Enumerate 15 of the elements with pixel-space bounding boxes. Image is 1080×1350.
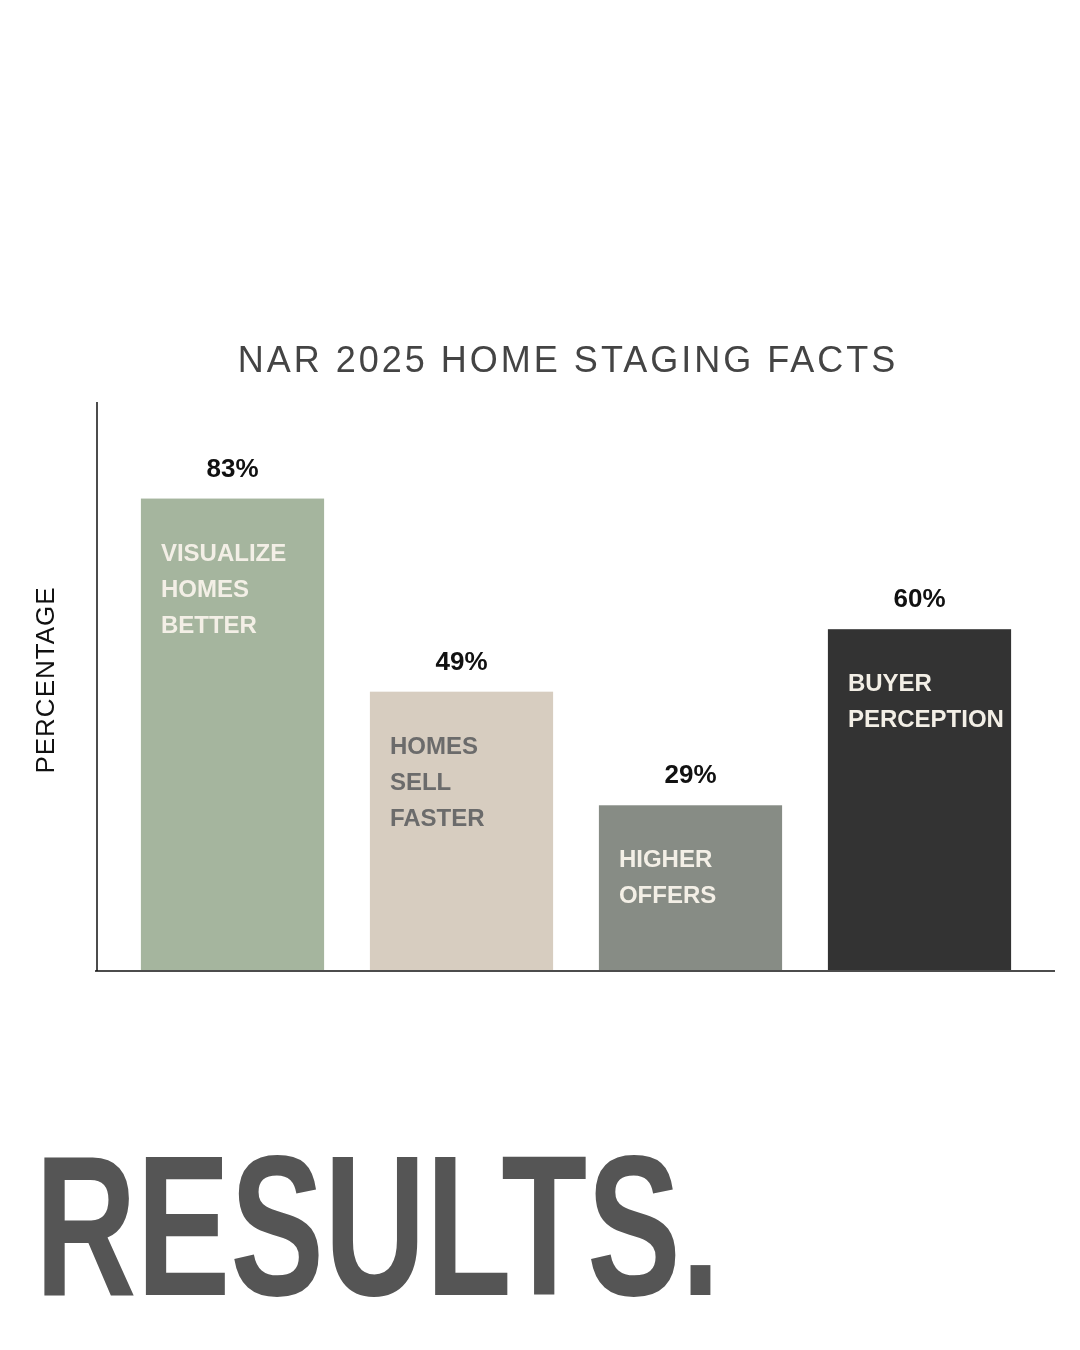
y-axis-title: PERCENTAGE: [30, 586, 60, 774]
text: RESULTS.: [35, 1114, 1010, 1337]
chart-title: NAR 2025 HOME STAGING FACTS: [237, 339, 899, 380]
data-label: 60%: [893, 583, 946, 614]
x-tick-label: VISUALIZE HOMES BETTER: [160, 538, 287, 638]
data-label: 83%: [206, 452, 259, 483]
x-tick-label: HOMES SELL FASTER: [389, 731, 485, 831]
bar: [598, 805, 783, 970]
data-label: 49%: [435, 645, 488, 676]
data-label: 29%: [664, 759, 717, 790]
bar: [369, 691, 554, 970]
bar: [827, 629, 1012, 970]
x-tick-label: BUYER PERCEPTION: [847, 669, 1004, 733]
x-tick-label: HIGHER OFFERS: [618, 845, 717, 909]
bar: [140, 498, 325, 970]
